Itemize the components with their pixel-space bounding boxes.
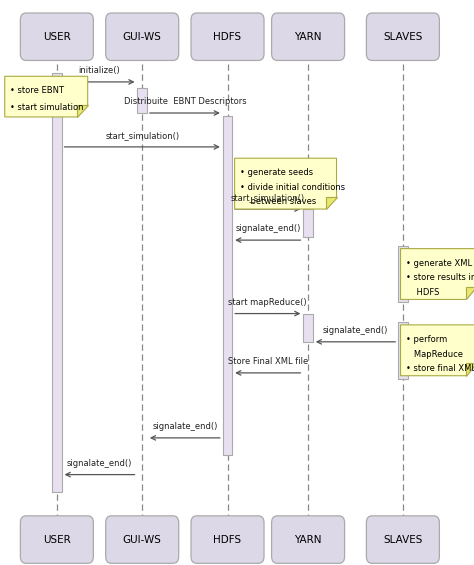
FancyBboxPatch shape: [106, 13, 179, 60]
Text: GUI-WS: GUI-WS: [123, 32, 162, 42]
Polygon shape: [401, 325, 474, 376]
Text: • generate XML: • generate XML: [406, 259, 473, 268]
Text: • perform: • perform: [406, 335, 447, 344]
Text: HDFS: HDFS: [406, 288, 439, 297]
Text: between slaves: between slaves: [240, 197, 317, 206]
Text: YARN: YARN: [294, 32, 322, 42]
FancyBboxPatch shape: [366, 13, 439, 60]
FancyBboxPatch shape: [303, 209, 313, 237]
Text: signalate_end(): signalate_end(): [235, 224, 301, 233]
Text: initialize(): initialize(): [79, 66, 120, 75]
FancyBboxPatch shape: [366, 516, 439, 563]
Text: Distribuite  EBNT Descriptors: Distribuite EBNT Descriptors: [124, 97, 246, 106]
Text: MapReduce: MapReduce: [406, 350, 463, 359]
Text: SLAVES: SLAVES: [383, 32, 423, 42]
Text: • start simulation: • start simulation: [10, 103, 84, 112]
FancyBboxPatch shape: [106, 516, 179, 563]
FancyBboxPatch shape: [272, 13, 345, 60]
Text: signalate_end(): signalate_end(): [323, 326, 388, 335]
Text: GUI-WS: GUI-WS: [123, 534, 162, 545]
FancyBboxPatch shape: [137, 88, 147, 113]
Text: start mapReduce(): start mapReduce(): [228, 298, 307, 307]
Polygon shape: [401, 249, 474, 299]
Polygon shape: [466, 363, 474, 376]
Text: SLAVES: SLAVES: [383, 534, 423, 545]
Text: HDFS: HDFS: [213, 534, 242, 545]
FancyBboxPatch shape: [223, 116, 232, 455]
Text: signalate_end(): signalate_end(): [67, 459, 132, 468]
FancyBboxPatch shape: [20, 13, 93, 60]
FancyBboxPatch shape: [52, 73, 62, 492]
FancyBboxPatch shape: [191, 13, 264, 60]
Polygon shape: [326, 197, 337, 209]
Text: • store final XML: • store final XML: [406, 364, 474, 373]
Text: • store EBNT: • store EBNT: [10, 86, 64, 95]
Text: signalate_end(): signalate_end(): [152, 422, 218, 431]
Text: Store Final XML file: Store Final XML file: [228, 357, 308, 366]
Text: USER: USER: [43, 534, 71, 545]
Text: start_simulation(): start_simulation(): [231, 193, 305, 202]
Polygon shape: [235, 158, 337, 209]
FancyBboxPatch shape: [20, 516, 93, 563]
Text: start_simulation(): start_simulation(): [105, 131, 179, 140]
FancyBboxPatch shape: [272, 516, 345, 563]
FancyBboxPatch shape: [398, 246, 408, 302]
Text: • divide initial conditions: • divide initial conditions: [240, 183, 346, 192]
Text: YARN: YARN: [294, 534, 322, 545]
Text: USER: USER: [43, 32, 71, 42]
Text: • generate seeds: • generate seeds: [240, 168, 313, 177]
FancyBboxPatch shape: [303, 314, 313, 342]
Text: • store results in: • store results in: [406, 273, 474, 282]
Polygon shape: [77, 105, 88, 117]
Polygon shape: [5, 76, 88, 117]
FancyBboxPatch shape: [191, 516, 264, 563]
FancyBboxPatch shape: [398, 322, 408, 379]
Text: HDFS: HDFS: [213, 32, 242, 42]
Polygon shape: [466, 287, 474, 299]
